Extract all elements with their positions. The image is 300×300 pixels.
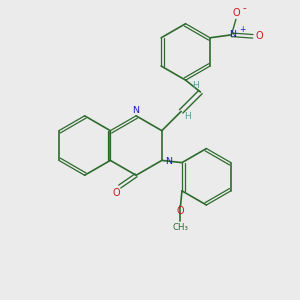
Text: O: O	[112, 188, 120, 198]
Text: CH₃: CH₃	[172, 223, 188, 232]
Text: N: N	[132, 106, 139, 115]
Text: H: H	[184, 112, 191, 121]
Text: O: O	[176, 206, 184, 216]
Text: N: N	[230, 30, 236, 39]
Text: O: O	[233, 8, 240, 18]
Text: H: H	[192, 81, 199, 90]
Text: O: O	[256, 31, 263, 41]
Text: N: N	[165, 158, 172, 166]
Text: +: +	[240, 25, 246, 34]
Text: -: -	[242, 3, 246, 13]
